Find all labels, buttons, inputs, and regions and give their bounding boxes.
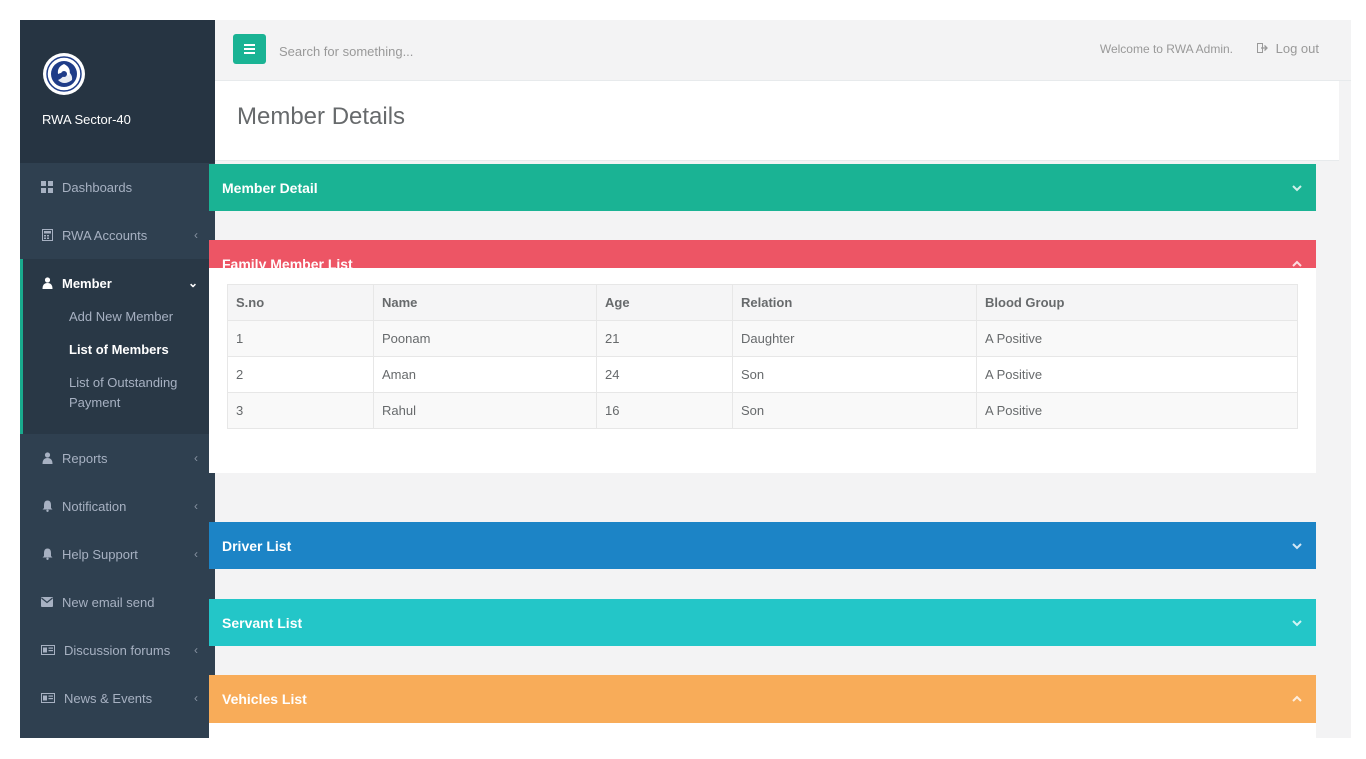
chevron-down-icon: ⌄ — [187, 276, 198, 290]
column-header: S.no — [227, 284, 374, 321]
card-icon — [41, 692, 55, 704]
chevron-left-icon: ‹ — [194, 547, 198, 561]
driver-list-panel-header[interactable]: Driver List — [209, 522, 1316, 569]
table-row: 2 Aman 24 Son A Positive — [227, 356, 1298, 393]
sidebar-item-label: Notification — [62, 498, 127, 514]
column-header: Blood Group — [976, 284, 1298, 321]
member-detail-panel-header[interactable]: Member Detail — [209, 164, 1316, 211]
sidebar-item-label: New email send — [62, 594, 155, 610]
table-cell: 1 — [227, 320, 374, 357]
sidebar-item-notification[interactable]: Notification ‹ — [20, 482, 215, 530]
table-cell: A Positive — [976, 356, 1298, 393]
welcome-message: Welcome to RWA Admin. — [1099, 42, 1233, 56]
user-icon — [41, 452, 53, 464]
table-cell: A Positive — [976, 392, 1298, 429]
panel-title: Driver List — [222, 537, 292, 554]
chevron-up-icon[interactable] — [1290, 257, 1304, 271]
card-icon — [41, 644, 55, 656]
table-header-row: S.no Name Age Relation Blood Group — [227, 284, 1298, 321]
sidebar-nav-lower: Reports ‹ Notification ‹ Help Support ‹ — [20, 434, 215, 722]
calculator-icon — [41, 229, 53, 241]
table-cell: Aman — [373, 356, 597, 393]
chevron-down-icon[interactable] — [1290, 539, 1304, 553]
table-cell: 3 — [227, 392, 374, 429]
table-cell: Son — [732, 356, 977, 393]
sidebar-item-dashboards[interactable]: Dashboards — [20, 163, 215, 211]
sidebar-item-news-events[interactable]: News & Events ‹ — [20, 674, 215, 722]
column-header: Name — [373, 284, 597, 321]
vehicles-list-panel-header[interactable]: Vehicles List — [209, 675, 1316, 723]
sidebar-item-label: Dashboards — [62, 179, 133, 195]
table-cell: 16 — [596, 392, 733, 429]
sidebar-item-label: Discussion forums — [64, 642, 171, 658]
chevron-left-icon: ‹ — [194, 451, 198, 465]
table-cell: Rahul — [373, 392, 597, 429]
submenu-list-of-members[interactable]: List of Members — [69, 342, 169, 357]
bell-icon — [41, 548, 53, 560]
page-heading: Member Details — [215, 81, 1339, 161]
column-header: Relation — [732, 284, 977, 321]
sidebar-brand: RWA Sector-40 — [20, 20, 215, 163]
sidebar-item-rwa-accounts[interactable]: RWA Accounts ‹ — [20, 211, 215, 259]
logout-link[interactable]: Log out — [1256, 41, 1319, 56]
panel-title: Vehicles List — [222, 691, 307, 707]
grid-icon — [41, 181, 53, 193]
user-icon — [41, 277, 53, 289]
sidebar-item-label: Help Support — [62, 546, 138, 562]
page-title: Member Details — [237, 103, 406, 130]
rwa-logo[interactable] — [42, 52, 86, 96]
chevron-up-icon[interactable] — [1290, 692, 1304, 706]
sidebar-item-discussion-forums[interactable]: Discussion forums ‹ — [20, 626, 215, 674]
chevron-down-icon[interactable] — [1290, 616, 1304, 630]
sign-out-icon — [1256, 41, 1268, 56]
envelope-icon — [41, 596, 53, 608]
chevron-left-icon: ‹ — [194, 691, 198, 705]
top-navbar: Welcome to RWA Admin. Log out — [215, 20, 1351, 81]
table-cell: 2 — [227, 356, 374, 393]
table-row: 3 Rahul 16 Son A Positive — [227, 392, 1298, 429]
member-submenu: Add New Member List of Members List of O… — [23, 307, 215, 413]
family-member-panel-body: S.no Name Age Relation Blood Group 1 Poo… — [209, 268, 1316, 473]
chevron-left-icon: ‹ — [194, 228, 198, 242]
logout-label: Log out — [1275, 41, 1319, 56]
sidebar-nav: Dashboards RWA Accounts ‹ — [20, 163, 215, 259]
chevron-down-icon[interactable] — [1290, 181, 1304, 195]
chevron-left-icon: ‹ — [194, 643, 198, 657]
sidebar-item-label: Reports — [62, 450, 108, 466]
vehicles-list-panel-body — [209, 723, 1316, 738]
table-row: 1 Poonam 21 Daughter A Positive — [227, 320, 1298, 357]
menu-toggle-button[interactable] — [233, 34, 266, 64]
table-cell: Daughter — [732, 320, 977, 357]
column-header: Age — [596, 284, 733, 321]
search-input[interactable] — [277, 38, 681, 64]
hamburger-icon — [244, 44, 255, 54]
sidebar-item-label: Member — [62, 275, 112, 291]
sidebar-item-label: RWA Accounts — [62, 227, 148, 243]
sidebar-item-help-support[interactable]: Help Support ‹ — [20, 530, 215, 578]
sidebar: RWA Sector-40 Dashboards RWA Accounts ‹ — [20, 20, 215, 738]
chevron-left-icon: ‹ — [194, 499, 198, 513]
sidebar-item-label: News & Events — [64, 690, 153, 706]
submenu-outstanding-payment[interactable]: List of Outstanding Payment — [69, 375, 178, 410]
table-cell: 24 — [596, 356, 733, 393]
panel-title: Member Detail — [222, 179, 318, 196]
sidebar-item-new-email[interactable]: New email send — [20, 578, 215, 626]
table-cell: Son — [732, 392, 977, 429]
brand-name: RWA Sector-40 — [42, 112, 131, 127]
table-cell: A Positive — [976, 320, 1298, 357]
servant-list-panel-header[interactable]: Servant List — [209, 599, 1316, 646]
submenu-add-new-member[interactable]: Add New Member — [69, 309, 174, 324]
table-cell: 21 — [596, 320, 733, 357]
panel-title: Servant List — [222, 614, 303, 631]
sidebar-item-reports[interactable]: Reports ‹ — [20, 434, 215, 482]
sidebar-item-member[interactable]: Member ⌄ — [23, 259, 215, 307]
table-cell: Poonam — [373, 320, 597, 357]
bell-icon — [41, 500, 53, 512]
family-member-table: S.no Name Age Relation Blood Group 1 Poo… — [227, 284, 1298, 429]
sidebar-member-section: Member ⌄ Add New Member List of Members … — [20, 259, 215, 434]
